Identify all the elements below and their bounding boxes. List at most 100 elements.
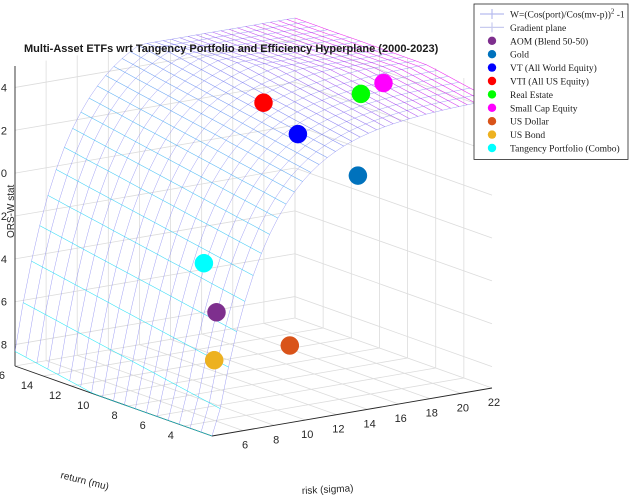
z-tick-label: -0.4 (0, 254, 7, 266)
legend-marker (487, 36, 497, 45)
surface-mesh-line (154, 41, 353, 142)
grid-line (232, 328, 430, 400)
data-point (374, 73, 393, 93)
legend-marker (487, 143, 497, 153)
grid-line (45, 360, 244, 432)
z-tick-label: -0.6 (0, 297, 7, 309)
y-tick-label: 12 (49, 390, 61, 402)
surface-mesh-line (245, 26, 443, 111)
surface-mesh-line (69, 37, 350, 381)
surface-mesh-line (105, 75, 303, 182)
y-tick-label: 8 (111, 410, 117, 422)
x-tick-label: 20 (457, 402, 469, 414)
surface-mesh-line (253, 24, 451, 109)
y-tick-label: 10 (77, 400, 89, 412)
y-tick-label: 4 (168, 430, 174, 442)
x-axis-label: risk (sigma) (302, 483, 354, 497)
grid-line (77, 354, 275, 426)
grid-line (127, 357, 408, 407)
x-tick-label: 22 (488, 397, 500, 409)
surface-mesh-line (212, 31, 410, 119)
surface-mesh-line (14, 17, 296, 352)
surface-mesh-line (23, 302, 221, 409)
surface-mesh-line (237, 27, 435, 113)
grid-line (294, 317, 493, 389)
surface-mesh-line (220, 30, 419, 117)
x-axis-line (211, 387, 493, 437)
x-tick-label: 14 (363, 418, 375, 430)
surface-mesh-line (121, 58, 320, 165)
z-tick-label: 0.2 (0, 125, 7, 137)
legend-marker (487, 103, 497, 113)
y-tick-label: 6 (140, 420, 146, 432)
grid-line (183, 377, 464, 427)
surface-mesh-line (278, 20, 476, 104)
grid-line (294, 124, 493, 196)
data-point (288, 124, 308, 144)
z-tick-label: -0.2 (0, 211, 7, 223)
surface-mesh-line (80, 111, 279, 219)
legend-marker (487, 50, 497, 59)
efficiency-surface (14, 17, 493, 437)
data-point (254, 93, 273, 112)
surface-mesh-line (56, 169, 254, 276)
legend-label: US Bond (510, 131, 545, 141)
surface-mesh-line (47, 195, 246, 302)
legend-label: AOM (Blend 50-50) (510, 36, 588, 47)
legend-label: Gradient plane (510, 24, 566, 34)
surface-mesh-line (146, 64, 427, 413)
z-tick-label: -0.8 (0, 340, 7, 352)
grid-line (294, 167, 493, 239)
legend-marker (487, 90, 497, 99)
data-point (351, 84, 371, 104)
grid-line (14, 124, 296, 174)
chart-title: Multi-Asset ETFs wrt Tangency Portfolio … (24, 43, 439, 55)
data-point (204, 350, 224, 370)
surface-mesh-line (72, 128, 270, 235)
grid-line (294, 296, 493, 367)
y-tick-label: 16 (0, 370, 5, 382)
surface-mesh-line (14, 351, 213, 437)
grid-line (99, 347, 380, 397)
legend-label: VT (All World Equity) (510, 63, 597, 74)
grid-line (14, 210, 296, 260)
surface-mesh-line (294, 17, 493, 101)
surface-mesh-line (157, 70, 438, 417)
surface-mesh-line (97, 85, 295, 193)
grid-line (14, 317, 296, 367)
data-points (194, 73, 393, 370)
grid-line (170, 338, 368, 410)
surface-mesh-line (113, 66, 311, 173)
data-point (348, 166, 368, 185)
grid-lines (14, 18, 493, 432)
grid-line (139, 344, 337, 416)
data-point (280, 336, 300, 355)
legend-label: Real Estate (510, 91, 553, 101)
surface-mesh-line (262, 23, 460, 107)
grid-line (155, 367, 436, 417)
grid-line (14, 253, 296, 303)
grid-line (14, 167, 296, 217)
legend-label: Tangency Portfolio (Combo) (510, 144, 620, 155)
legend-marker (487, 130, 497, 139)
grid-line (294, 253, 493, 325)
grid-line (14, 81, 296, 131)
surface-mesh-line (64, 147, 262, 254)
surface-mesh-line (146, 43, 344, 147)
legend: W=(Cos(port)/Cos(mv-p))2 -1 Gradient plan… (473, 3, 629, 160)
grid-line (14, 39, 296, 88)
y-tick-label: 14 (21, 380, 33, 392)
legend-label: VTI (All US Equity) (510, 77, 589, 88)
data-point (207, 303, 226, 322)
surface-mesh-line (39, 225, 237, 332)
surface-mesh-line (31, 260, 229, 368)
x-tick-label: 16 (395, 413, 407, 425)
z-axis-label: ORS-W stat (6, 184, 17, 238)
grid-line (201, 333, 399, 405)
grid-line (108, 349, 306, 421)
surface-mesh-line (171, 38, 369, 134)
surface-mesh-line (187, 36, 386, 127)
grid-line (263, 322, 462, 394)
x-tick-label: 6 (242, 440, 248, 452)
grid-line (294, 210, 493, 282)
